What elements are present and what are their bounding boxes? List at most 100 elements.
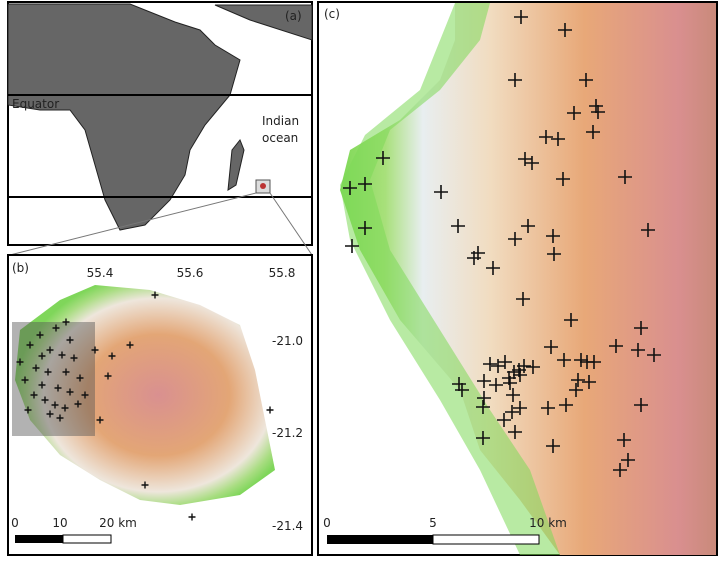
island (15, 285, 275, 505)
site-marker (591, 105, 605, 119)
site-marker (483, 357, 497, 371)
site-marker (491, 359, 505, 373)
site-marker (52, 324, 60, 332)
site-marker (452, 377, 466, 391)
connector (269, 192, 313, 256)
site-marker (24, 406, 32, 414)
scale-label: 20 km (99, 516, 137, 530)
scale-label: 0 (11, 516, 19, 530)
site-marker (497, 413, 511, 427)
site-marker (503, 376, 517, 390)
reunion (260, 183, 266, 189)
site-marker (376, 151, 390, 165)
site-marker (557, 353, 571, 367)
site-marker (455, 383, 469, 397)
coast-vegetation (340, 3, 560, 555)
site-marker (141, 481, 149, 489)
site-marker (609, 339, 623, 353)
scale-label: 0 (323, 516, 331, 530)
site-marker (434, 185, 448, 199)
site-marker (586, 125, 600, 139)
y-tick-label: -21.2 (272, 426, 303, 440)
scale-bar (62, 534, 112, 544)
panel-a: (a) Equator Indian ocean (7, 1, 313, 256)
annotation: ocean (262, 131, 298, 145)
site-marker (188, 513, 196, 521)
site-marker (505, 405, 519, 419)
site-marker (621, 453, 635, 467)
site-marker (476, 400, 490, 414)
site-marker (62, 368, 70, 376)
panel-label: (c) (324, 7, 340, 21)
y-tick-label: -21.4 (272, 519, 303, 533)
site-marker (508, 425, 522, 439)
site-marker (587, 355, 601, 369)
site-marker (582, 375, 596, 389)
site-marker (26, 341, 34, 349)
site-marker (56, 414, 64, 422)
site-marker (54, 384, 62, 392)
scale-label: 5 (429, 516, 437, 530)
site-marker (541, 401, 555, 415)
site-marker (51, 401, 59, 409)
arabia (214, 4, 313, 41)
site-marker (486, 261, 500, 275)
site-marker (266, 406, 274, 414)
site-marker (559, 398, 573, 412)
site-marker (526, 360, 540, 374)
site-marker (546, 439, 560, 453)
site-marker (476, 431, 490, 445)
site-marker (514, 10, 528, 24)
y-tick-label: -21.0 (272, 334, 303, 348)
site-marker (547, 247, 561, 261)
site-marker (634, 398, 648, 412)
site-marker (631, 343, 645, 357)
site-marker (38, 352, 46, 360)
connector (9, 192, 257, 256)
terrain (340, 3, 716, 555)
site-marker (489, 378, 503, 392)
scale-label: 10 (52, 516, 67, 530)
site-marker (477, 391, 491, 405)
site-marker (46, 410, 54, 418)
site-marker (32, 364, 40, 372)
x-tick-label: 55.8 (269, 266, 296, 280)
site-marker (66, 336, 74, 344)
site-marker (74, 400, 82, 408)
site-marker (617, 433, 631, 447)
site-marker (126, 341, 134, 349)
site-marker (508, 73, 522, 87)
site-marker (521, 219, 535, 233)
site-marker (569, 383, 583, 397)
site-marker (574, 353, 588, 367)
site-marker (451, 219, 465, 233)
x-tick-label: 55.4 (87, 266, 114, 280)
x-tick-label: 55.6 (177, 266, 204, 280)
site-marker (66, 388, 74, 396)
panel-c: (c) 0 5 10 km (317, 1, 718, 556)
site-marker (108, 352, 116, 360)
site-marker (567, 106, 581, 120)
site-marker (58, 351, 66, 359)
site-marker (104, 372, 112, 380)
annotation: Indian (262, 114, 299, 128)
site-marker (61, 404, 69, 412)
site-marker (477, 374, 491, 388)
site-marker (345, 239, 359, 253)
annotation: Equator (12, 97, 59, 111)
site-marker (647, 348, 661, 362)
site-marker (579, 73, 593, 87)
site-marker (467, 251, 481, 265)
site-marker (525, 156, 539, 170)
site-marker (30, 391, 38, 399)
site-marker (513, 401, 527, 415)
zoom-area (12, 322, 95, 436)
site-marker (544, 340, 558, 354)
site-marker (96, 416, 104, 424)
markers (343, 10, 661, 477)
site-marker (343, 181, 357, 195)
site-marker (641, 223, 655, 237)
site-marker (44, 368, 52, 376)
panel-label: (a) (285, 9, 302, 23)
